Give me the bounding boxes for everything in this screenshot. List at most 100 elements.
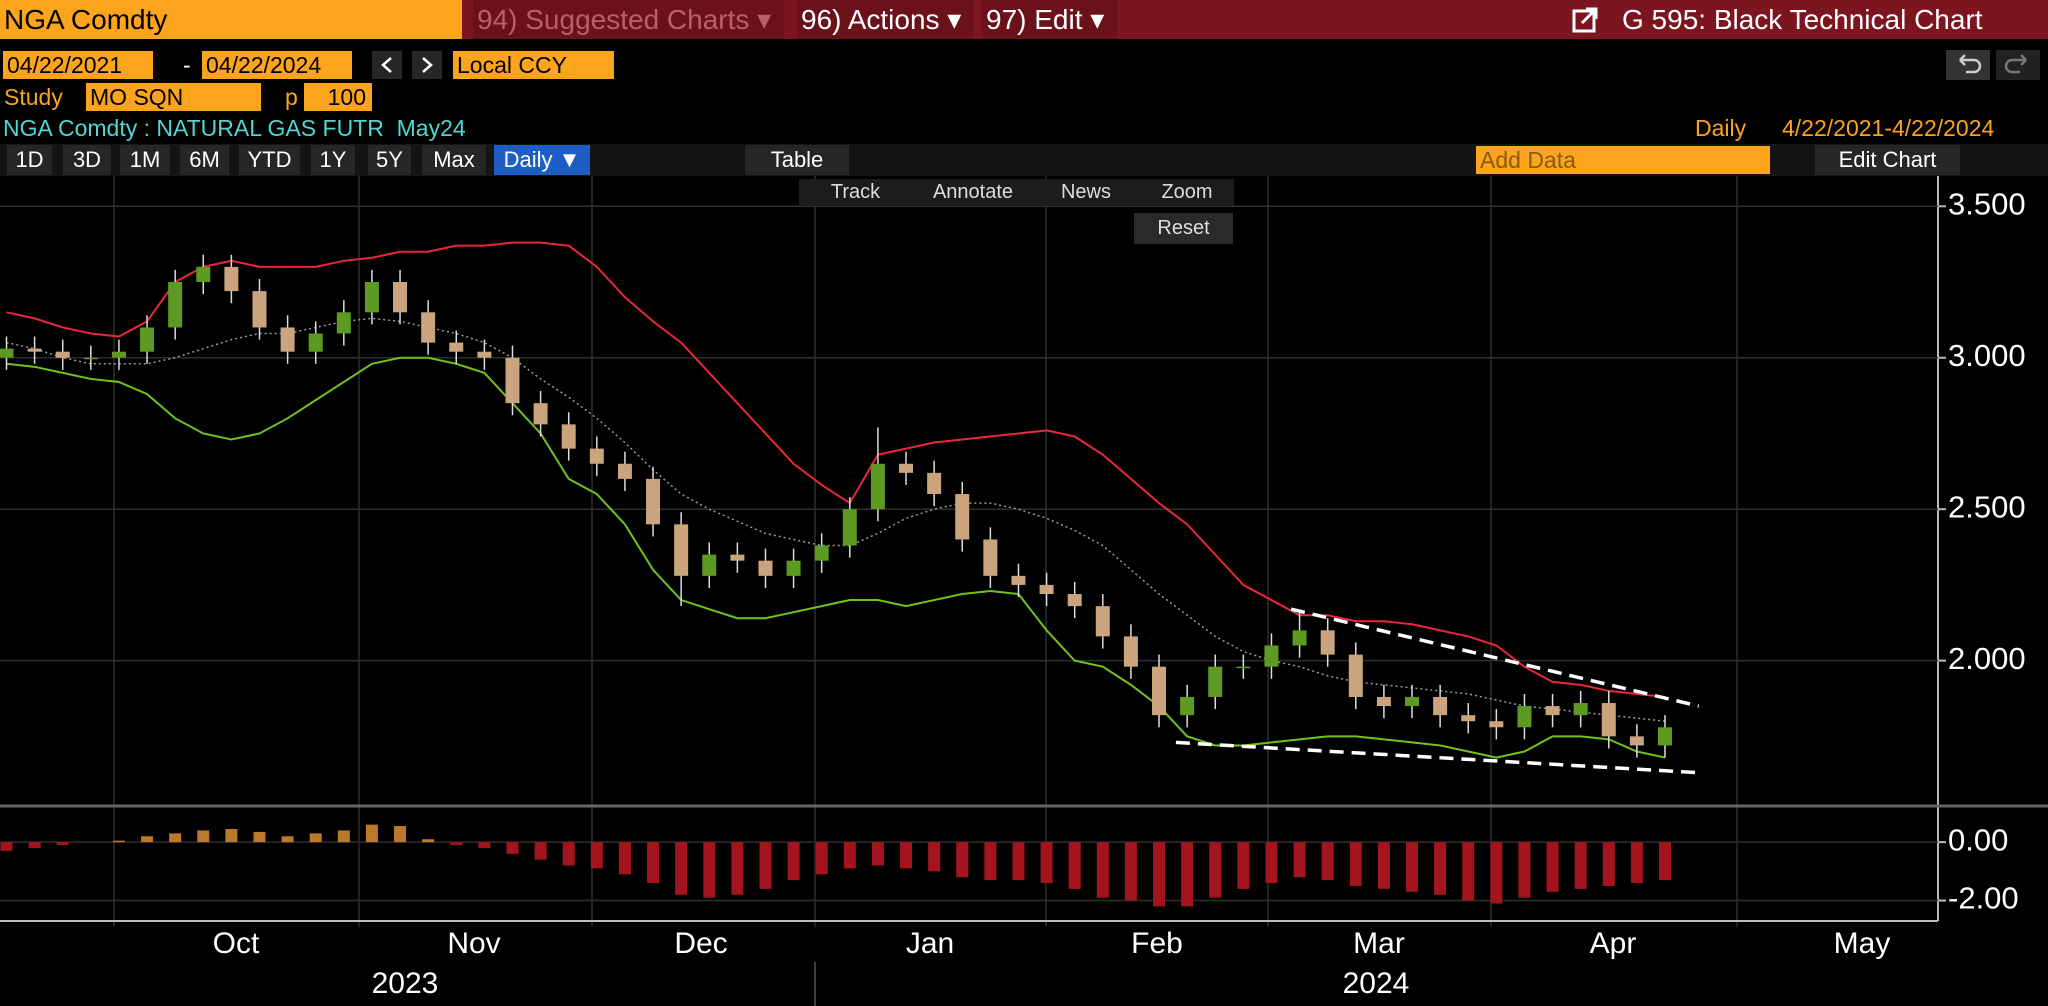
indicator-bar [478,842,491,848]
add-data-input[interactable]: Add Data [1476,146,1770,174]
candle-body [1292,630,1307,646]
trend-line [1290,607,1700,708]
param-input[interactable]: 100 [304,83,372,111]
reset-button[interactable]: Reset [1134,213,1233,244]
period-label: 4/22/2021-4/22/2024 [1782,115,1995,141]
period-button[interactable]: 6M [180,145,229,175]
period-button[interactable]: 5Y [368,145,411,175]
indicator-bar [169,833,182,843]
indicator-bar [197,830,210,843]
indicator-bar [871,842,884,866]
y-tick-label: 0.00 [1948,822,2008,857]
period-button[interactable]: 3D [63,145,111,175]
indicator-bar [1377,842,1390,889]
candle-body [1629,736,1644,746]
popout-icon[interactable] [1572,7,1598,33]
period-button[interactable]: 1D [7,145,52,175]
indicator-bar [1181,842,1194,907]
candle-body [533,403,548,425]
year-label: 2023 [372,967,439,1000]
indicator-bar [759,842,772,889]
candle-body [55,351,70,358]
tool-button[interactable]: Annotate [914,179,1032,206]
y-tick-label: 2.000 [1948,641,2026,676]
period-button[interactable]: Max [422,145,486,175]
currency-select[interactable]: Local CCY [453,51,614,79]
tool-button[interactable]: Zoom [1140,179,1234,206]
trend-line [1175,740,1699,775]
candle-body [252,291,267,328]
indicator-bar [731,842,744,895]
candle-body [364,282,379,313]
candle-body [1067,594,1082,607]
candle-body [1236,666,1251,669]
candle-body [83,357,98,360]
candle-body [505,357,520,404]
candle-body [1011,575,1026,585]
start-date[interactable]: 04/22/2021 [3,51,153,79]
indicator-bar [1349,842,1362,886]
period-button[interactable]: 1M [120,145,170,175]
indicator-bar [590,842,603,869]
band-line [6,356,1666,759]
edit-chart-button[interactable]: Edit Chart [1815,145,1960,175]
year-label: 2024 [1343,967,1410,1000]
candle-body [27,348,42,352]
indicator-bar [1096,842,1109,898]
period-button[interactable]: YTD [239,145,300,175]
indicator-bar [56,842,69,846]
x-tick-label: Dec [674,927,727,960]
period-button[interactable]: 1Y [311,145,355,175]
y-tick-label: 2.500 [1948,489,2026,524]
candle-body [1348,654,1363,697]
menu[interactable]: 94) Suggested Charts ▾ [473,0,784,39]
indicator-bar [422,839,435,843]
frequency-button[interactable]: Daily ▼ [494,145,590,175]
indicator-bar [1068,842,1081,889]
indicator-bar [843,842,856,869]
y-tick-label: -2.00 [1948,881,2019,916]
indicator-bar [1434,842,1447,895]
indicator-bar [618,842,631,875]
nav-buttons[interactable] [372,51,452,79]
indicator-bar [309,833,322,843]
indicator-bar [1209,842,1222,898]
indicator-bar [815,842,828,875]
frequency-label: Daily [1695,115,1747,141]
x-tick-label: Feb [1131,927,1183,960]
candle-body [1489,721,1504,728]
undo-redo[interactable] [1946,50,2040,80]
security-header: NGA Comdty : NATURAL GAS FUTR May24 [3,115,466,141]
security-input[interactable]: NGA Comdty [0,0,462,39]
table-button[interactable]: Table [745,145,849,175]
band-line [6,241,1666,698]
x-tick-label: May [1834,927,1891,960]
indicator-bar [647,842,660,884]
indicator-bar [1659,842,1671,881]
date-dash: - [183,52,191,78]
candle-body [758,560,773,576]
end-date[interactable]: 04/22/2024 [202,51,352,79]
indicator-bar [1574,842,1587,889]
indicator-bar [1630,842,1643,884]
candle-body [674,524,689,576]
indicator-bar [1237,842,1250,889]
candle-body [983,539,998,576]
indicator-bar [394,826,407,843]
candle-body [1208,666,1223,697]
candle-body [140,327,155,352]
study-select[interactable]: MO SQN [86,83,261,111]
tool-button[interactable]: Track [810,179,901,206]
menu[interactable]: 97) Edit ▾ [982,0,1117,39]
indicator-bar [1265,842,1278,884]
candle-body [1180,696,1195,716]
menu[interactable]: 96) Actions ▾ [797,0,973,39]
x-tick-label: Apr [1590,927,1637,960]
candle-body [702,554,717,576]
y-tick-label: 3.000 [1948,338,2026,373]
param-label: p [285,84,298,110]
tool-button[interactable]: News [1042,179,1130,206]
candle-body [1152,666,1167,716]
candle-body [1095,606,1110,637]
indicator-bar [1518,842,1531,898]
